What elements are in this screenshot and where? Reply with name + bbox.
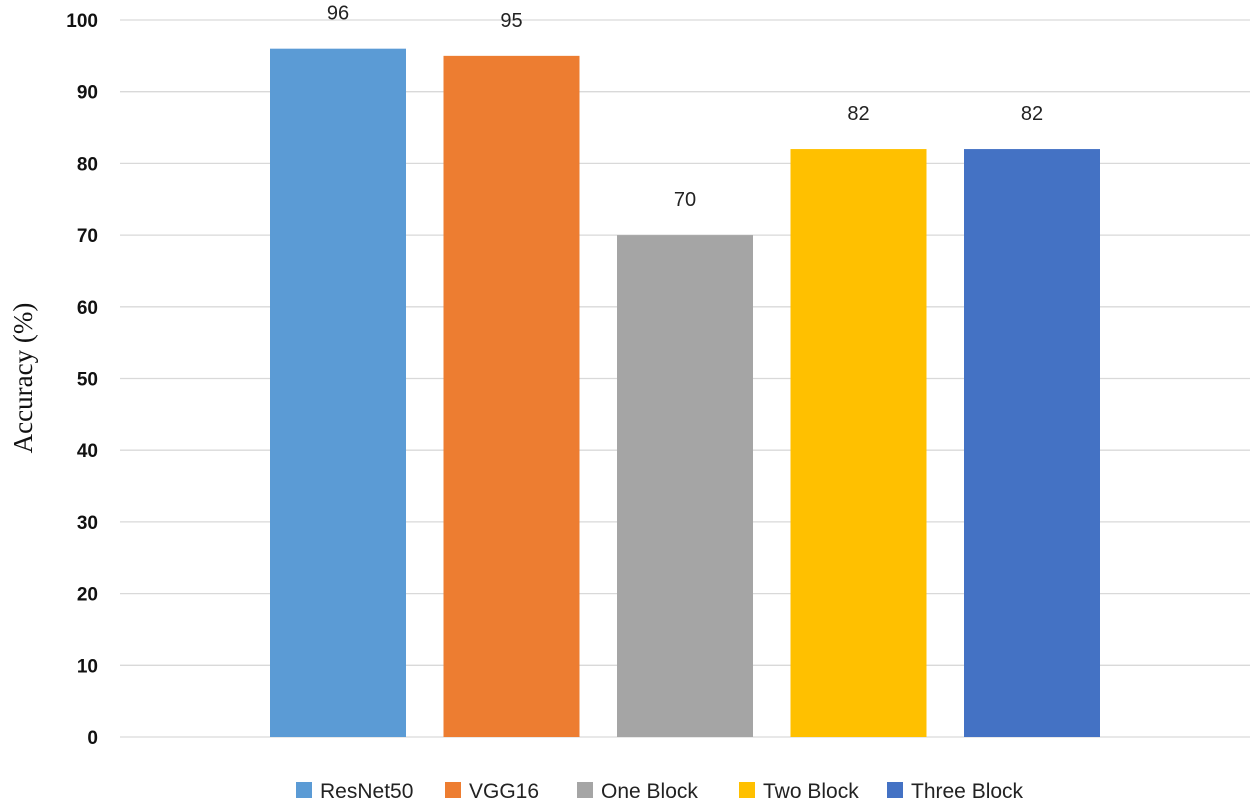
y-tick-label-8: 80 (77, 154, 98, 175)
bar-one-block (617, 235, 753, 737)
data-label-3: 82 (847, 103, 869, 125)
legend-label-4: Three Block (911, 780, 1024, 803)
y-axis-tick-labels: 0 10 20 30 40 50 60 70 80 90 100 (66, 11, 98, 749)
y-tick-label-10: 100 (66, 11, 98, 32)
y-tick-label-2: 20 (77, 585, 98, 606)
y-tick-label-3: 30 (77, 513, 98, 534)
data-label-1: 95 (500, 10, 522, 32)
y-tick-label-6: 60 (77, 298, 98, 319)
legend-swatch-2 (577, 782, 593, 798)
data-labels: 96 95 70 82 82 (327, 3, 1043, 211)
bar-three-block (964, 149, 1100, 737)
bar-two-block (790, 149, 927, 737)
legend-swatch-3 (739, 782, 755, 798)
y-tick-label-4: 40 (77, 441, 98, 462)
legend: ResNet50 VGG16 One Block Two Block Three Blo… (296, 780, 1024, 803)
y-tick-label-7: 70 (77, 226, 98, 247)
y-tick-label-0: 0 (87, 728, 98, 749)
legend-swatch-1 (445, 782, 461, 798)
bar-resnet50 (270, 48, 406, 738)
y-tick-label-5: 50 (77, 370, 98, 391)
legend-label-0: ResNet50 (320, 780, 413, 803)
y-tick-label-9: 90 (77, 83, 98, 104)
data-label-4: 82 (1021, 103, 1043, 125)
legend-label-3: Two Block (763, 780, 859, 803)
bar-vgg16 (443, 55, 580, 738)
legend-swatch-4 (887, 782, 903, 798)
legend-label-1: VGG16 (469, 780, 539, 803)
y-tick-label-1: 10 (77, 656, 98, 677)
data-label-2: 70 (674, 189, 696, 211)
y-axis-title: Accuracy (%) (8, 303, 38, 454)
bars (270, 48, 1100, 738)
data-label-0: 96 (327, 3, 349, 25)
legend-swatch-0 (296, 782, 312, 798)
legend-label-2: One Block (601, 780, 698, 803)
